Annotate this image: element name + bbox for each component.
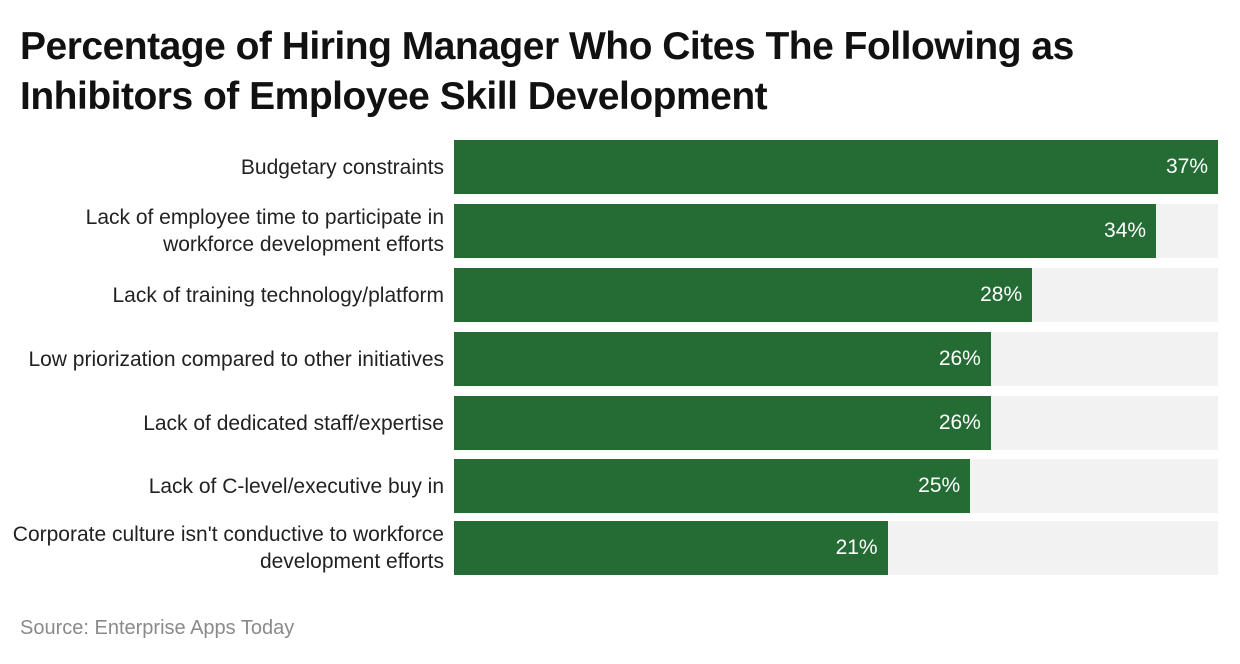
bar-row: Corporate culture isn't conductive to wo… (0, 521, 1240, 575)
chart-title: Percentage of Hiring Manager Who Cites T… (20, 25, 1074, 118)
bar-track: 26% (454, 332, 1218, 386)
bar-label: Lack of employee time to participate in … (85, 206, 444, 256)
bar-label: Corporate culture isn't conductive to wo… (12, 523, 444, 573)
bar-value-label: 21% (835, 536, 878, 559)
bar-track: 34% (454, 204, 1218, 258)
bar: 26% (454, 396, 991, 450)
bar: 21% (454, 521, 888, 575)
bar-label: Lack of C-level/executive buy in (148, 474, 444, 498)
bar: 34% (454, 204, 1157, 258)
bar: 37% (454, 140, 1218, 194)
bar: 26% (454, 332, 991, 386)
bar-track: 28% (454, 268, 1218, 322)
bar-track: 37% (454, 140, 1218, 194)
bar: 28% (454, 268, 1033, 322)
bar-label: Budgetary constraints (240, 155, 444, 179)
source-note: Source: Enterprise Apps Today (20, 617, 295, 639)
bar-value-label: 34% (1104, 219, 1147, 242)
bar-value-label: 26% (938, 411, 981, 434)
bar-label: Lack of training technology/platform (112, 283, 444, 307)
bar: 25% (454, 459, 971, 513)
bar-value-label: 28% (980, 283, 1023, 306)
bar-label: Low priorization compared to other initi… (28, 347, 444, 371)
bar-value-label: 25% (918, 474, 961, 497)
bar-track: 21% (454, 521, 1218, 575)
bar-label: Lack of dedicated staff/expertise (143, 411, 444, 435)
bar-row: Lack of training technology/platform 28% (0, 268, 1240, 322)
bar-value-label: 37% (1165, 155, 1208, 178)
bar-row: Lack of dedicated staff/expertise 26% (0, 396, 1240, 450)
bar-track: 25% (454, 459, 1218, 513)
bar-value-label: 26% (938, 347, 981, 370)
bar-row: Budgetary constraints 37% (0, 140, 1240, 194)
bar-row: Lack of employee time to participate in … (0, 204, 1240, 258)
bar-row: Low priorization compared to other initi… (0, 332, 1240, 386)
bar-track: 26% (454, 396, 1218, 450)
bar-row: Lack of C-level/executive buy in 25% (0, 459, 1240, 513)
